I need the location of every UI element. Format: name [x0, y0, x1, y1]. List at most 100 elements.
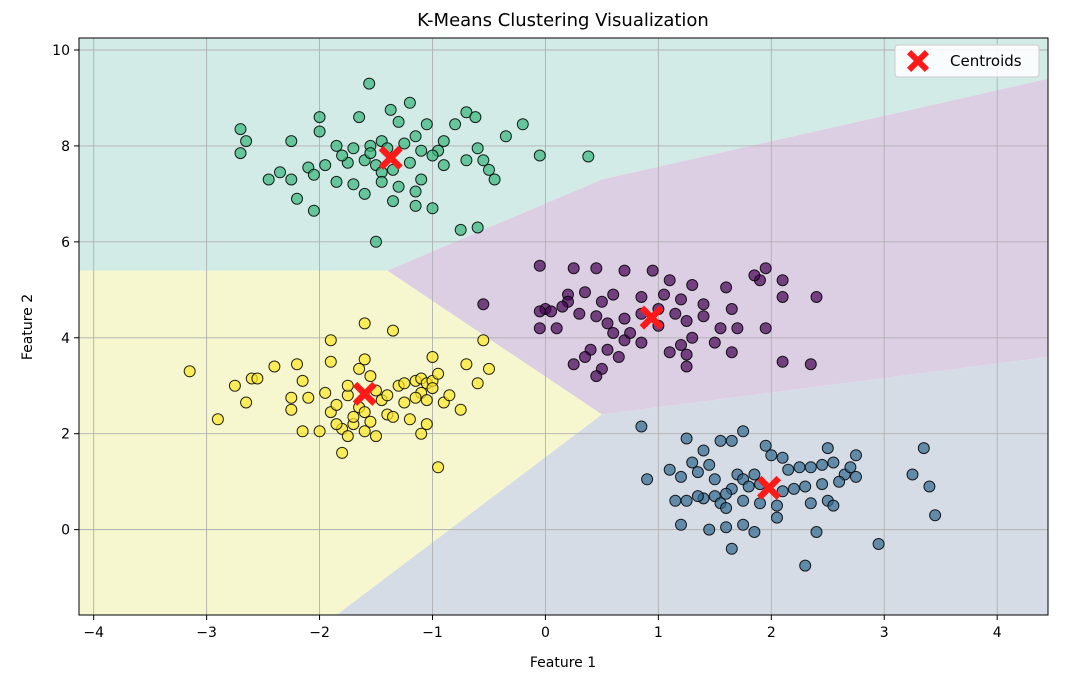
x-tick-label: 0 [541, 625, 550, 641]
data-point-yellow [420, 418, 433, 431]
data-point-blue [691, 490, 704, 503]
data-point-yellow [251, 372, 264, 385]
data-point-green [398, 137, 411, 150]
data-point-blue [776, 451, 789, 464]
data-point-green [437, 135, 450, 148]
data-point-blue [929, 509, 942, 522]
data-point-green [426, 202, 439, 215]
data-point-green [469, 111, 482, 124]
data-point-blue [675, 518, 687, 531]
data-point-blue [725, 542, 738, 555]
data-point-blue [771, 499, 783, 512]
data-point-blue [765, 449, 778, 462]
data-point-yellow [240, 396, 253, 409]
data-point-blue [810, 526, 823, 538]
data-point-green [516, 118, 529, 131]
data-point-purple [573, 307, 586, 320]
data-point-blue [737, 494, 750, 507]
y-tick-label: 8 [61, 139, 70, 155]
x-tick-label: 2 [767, 625, 776, 641]
data-point-green [285, 173, 298, 186]
data-point-green [426, 149, 439, 162]
data-point-blue [850, 470, 862, 483]
data-point-purple [545, 305, 558, 318]
data-point-yellow [324, 334, 337, 347]
data-point-purple [607, 327, 620, 339]
data-point-purple [533, 259, 546, 272]
x-tick-label: 4 [993, 625, 1002, 641]
data-point-green [437, 159, 450, 172]
data-point-blue [872, 538, 885, 550]
data-point-purple [776, 355, 789, 368]
data-point-blue [833, 475, 846, 488]
data-point-yellow [302, 391, 315, 404]
data-point-yellow [477, 334, 490, 347]
data-point-purple [556, 300, 569, 313]
data-point-yellow [353, 362, 366, 375]
data-point-yellow [387, 324, 399, 337]
data-point-yellow [454, 403, 467, 416]
data-point-purple [759, 262, 772, 275]
data-point-blue [691, 466, 704, 479]
data-point-green [330, 175, 343, 188]
data-point-green [313, 125, 326, 138]
data-point-purple [725, 346, 738, 359]
data-point-purple [720, 281, 733, 294]
data-point-green [392, 115, 405, 128]
data-point-purple [697, 310, 710, 323]
data-point-purple [680, 348, 693, 361]
y-tick-label: 2 [61, 427, 70, 443]
data-point-blue [748, 526, 761, 538]
data-point-purple [567, 358, 580, 371]
data-point-blue [720, 487, 733, 500]
data-point-yellow [268, 360, 281, 373]
data-point-green [274, 166, 286, 179]
data-point-green [499, 130, 512, 143]
data-point-purple [590, 262, 603, 275]
data-point-purple [624, 327, 637, 339]
data-point-yellow [358, 425, 371, 438]
centroid-marker-blue [757, 475, 782, 500]
data-point-green [262, 173, 275, 186]
data-point-yellow [403, 413, 416, 426]
data-point-purple [697, 298, 710, 311]
data-point-yellow [358, 353, 371, 366]
data-point-blue [703, 523, 716, 536]
data-point-yellow [370, 430, 382, 443]
data-point-green [409, 199, 422, 212]
data-point-green [375, 175, 388, 188]
data-point-green [409, 130, 422, 143]
data-point-yellow [426, 382, 439, 395]
data-point-purple [618, 312, 631, 325]
data-point-purple [601, 317, 614, 330]
x-tick-label: −2 [309, 625, 330, 641]
y-tick-label: 10 [52, 43, 70, 59]
data-point-yellow [409, 391, 422, 404]
data-point-blue [923, 480, 936, 493]
data-point-yellow [341, 430, 354, 443]
data-point-yellow [387, 410, 399, 423]
data-point-yellow [324, 355, 337, 368]
data-point-purple [612, 351, 625, 363]
data-point-purple [675, 293, 687, 306]
data-point-blue [737, 425, 750, 438]
data-point-blue [737, 518, 750, 531]
data-point-green [392, 180, 405, 193]
y-tick-label: 4 [61, 331, 70, 347]
data-point-green [307, 204, 320, 217]
decision-region-blue [336, 357, 1048, 615]
data-point-green [471, 142, 484, 155]
data-point-green [483, 163, 495, 176]
data-point-blue [686, 456, 699, 469]
data-point-blue [742, 480, 755, 493]
data-point-blue [804, 461, 817, 474]
data-point-purple [669, 307, 682, 320]
data-point-blue [714, 434, 727, 447]
data-point-yellow [420, 394, 433, 407]
data-point-green [415, 173, 428, 186]
data-point-purple [595, 295, 608, 308]
data-point-green [330, 139, 343, 152]
x-tick-label: 3 [880, 625, 889, 641]
data-point-blue [697, 444, 710, 457]
